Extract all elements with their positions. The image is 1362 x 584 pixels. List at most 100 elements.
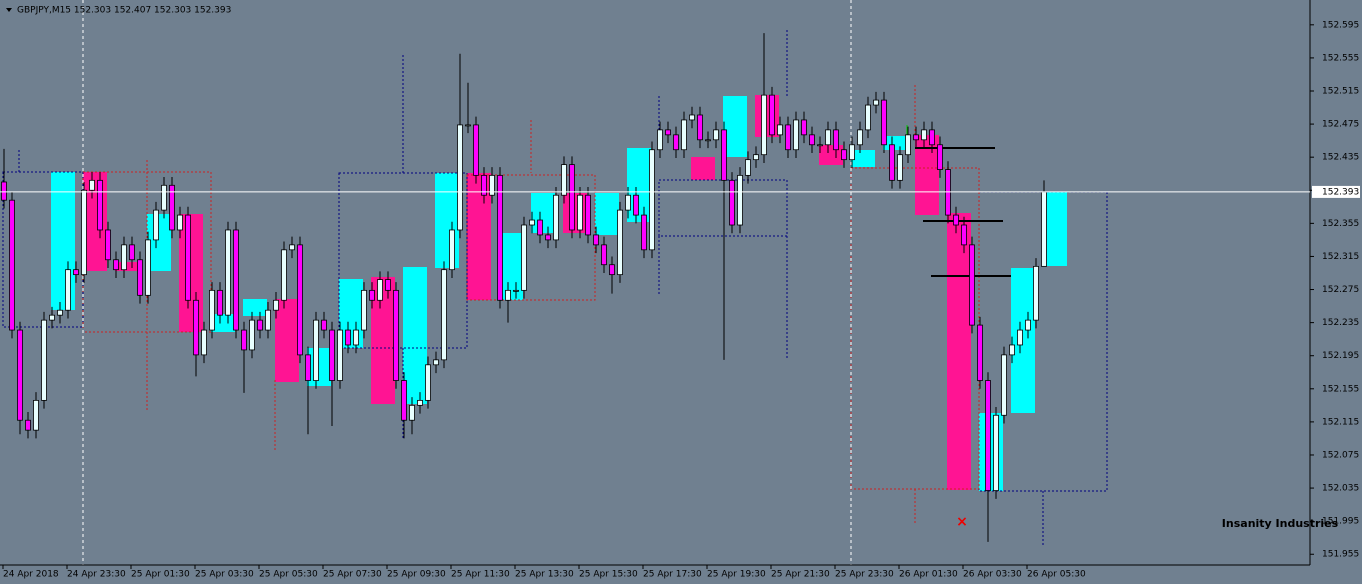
- x-tick-label: 25 Apr 09:30: [387, 570, 446, 580]
- indicator-box: [723, 96, 747, 157]
- candle-body: [985, 380, 991, 491]
- candle-body: [17, 329, 23, 421]
- candle-body: [809, 134, 815, 146]
- candle-body: [497, 174, 503, 301]
- price-label: 152.393: [1322, 187, 1359, 197]
- candle-body: [337, 329, 343, 381]
- candle-body: [105, 229, 111, 261]
- indicator-box: [819, 145, 843, 165]
- candle-body: [857, 129, 863, 146]
- candle-body: [1009, 344, 1015, 356]
- candle-body: [313, 319, 319, 381]
- indicator-box: [275, 299, 299, 382]
- indicator-box: [979, 413, 1003, 491]
- candle-body: [297, 244, 303, 356]
- indicator-box: [83, 172, 107, 271]
- x-tick-label: 26 Apr 05:30: [1027, 570, 1086, 580]
- candle-body: [753, 154, 759, 161]
- candle-body: [881, 99, 887, 146]
- candle-body: [713, 129, 719, 141]
- x-tick-label: 24 Apr 23:30: [67, 570, 126, 580]
- candle-body: [369, 289, 375, 301]
- candle-body: [113, 259, 119, 271]
- candle-body: [377, 279, 383, 301]
- candle-body: [217, 289, 223, 316]
- y-tick-label: 152.195: [1322, 351, 1359, 361]
- candle-body: [489, 174, 495, 196]
- candle-body: [417, 399, 423, 406]
- candle-body: [1033, 265, 1039, 321]
- candle-body: [705, 139, 711, 142]
- candle-body: [817, 144, 823, 147]
- x-tick-label: 25 Apr 21:30: [771, 570, 830, 580]
- indicator-box: [179, 214, 203, 332]
- candle-body: [65, 269, 71, 311]
- candle-body: [673, 134, 679, 151]
- indicator-box: [435, 173, 459, 268]
- x-tick-label: 26 Apr 01:30: [899, 570, 958, 580]
- x-tick-label: 25 Apr 17:30: [643, 570, 702, 580]
- candle-body: [225, 229, 231, 316]
- candle-body: [905, 134, 911, 156]
- candle-body: [889, 144, 895, 181]
- candle-body: [385, 279, 391, 291]
- y-tick-label: 152.275: [1322, 285, 1359, 295]
- candle-body: [25, 419, 31, 431]
- candle-body: [745, 159, 751, 176]
- candle-body: [649, 149, 655, 251]
- candle-body: [825, 129, 831, 146]
- range-box: [466, 174, 596, 301]
- menu-arrow[interactable]: [6, 8, 12, 12]
- candle-body: [553, 194, 559, 241]
- y-tick-label: 151.995: [1322, 517, 1359, 527]
- candle-body: [577, 194, 583, 231]
- candle-body: [1001, 354, 1007, 416]
- indicator-box: [115, 262, 139, 271]
- candle-body: [729, 179, 735, 226]
- candle-body: [617, 209, 623, 276]
- candle-body: [241, 329, 247, 351]
- y-tick-label: 152.115: [1322, 417, 1359, 427]
- candle-body: [209, 289, 215, 331]
- candle-body: [465, 124, 471, 127]
- indicator-box: [691, 157, 715, 180]
- candle-body: [929, 129, 935, 146]
- candle-body: [609, 264, 615, 276]
- candle-body: [281, 249, 287, 301]
- candle-body: [657, 129, 663, 151]
- indicator-box: [51, 172, 75, 310]
- candle-body: [689, 114, 695, 121]
- y-tick-label: 152.595: [1322, 20, 1359, 30]
- indicator-box: [467, 173, 491, 300]
- indicator-box: [307, 348, 331, 386]
- candle-body: [121, 244, 127, 271]
- candle-body: [721, 129, 727, 181]
- indicator-box: [211, 314, 235, 332]
- candle-body: [529, 219, 535, 226]
- candle-body: [473, 124, 479, 176]
- x-tick-label: 25 Apr 23:30: [835, 570, 894, 580]
- candle-body: [329, 329, 335, 381]
- candle-body: [137, 259, 143, 296]
- candle-body: [57, 309, 63, 316]
- indicator-box: [339, 279, 363, 348]
- candle-body: [513, 289, 519, 292]
- indicator-box: [883, 136, 907, 150]
- candle-body: [969, 244, 975, 326]
- indicator-box: [563, 193, 587, 233]
- candle-body: [1025, 319, 1031, 331]
- candle-body: [457, 124, 463, 231]
- y-tick-label: 152.315: [1322, 252, 1359, 262]
- candle-body: [145, 239, 151, 296]
- candle-body: [305, 354, 311, 381]
- x-tick-label: 25 Apr 11:30: [451, 570, 510, 580]
- candle-body: [289, 244, 295, 251]
- candle-body: [777, 124, 783, 136]
- candle-body: [425, 364, 431, 401]
- candle-body: [897, 154, 903, 181]
- candle-body: [1041, 191, 1047, 267]
- candle-body: [153, 209, 159, 241]
- candle-body: [585, 194, 591, 236]
